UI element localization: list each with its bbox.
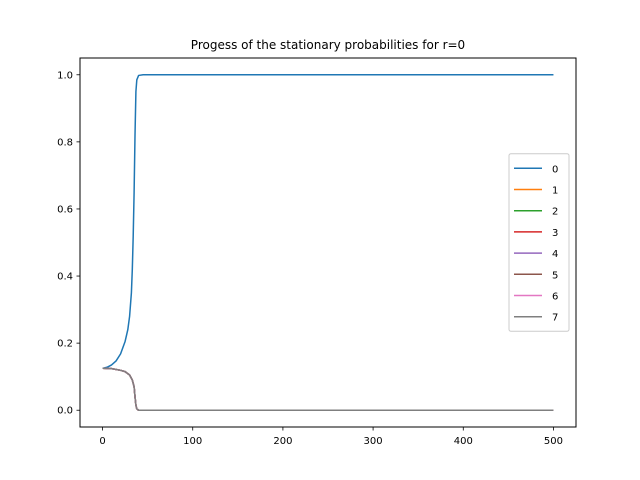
legend-label-5: 5: [552, 270, 558, 281]
y-tick-label: 0.6: [57, 204, 73, 215]
legend-label-4: 4: [552, 249, 558, 260]
x-tick-label: 400: [454, 436, 473, 447]
legend-box: [508, 153, 570, 332]
legend: 0 1 2 3 4 5 6 7: [508, 153, 570, 332]
x-tick-label: 500: [544, 436, 563, 447]
x-tick-label: 200: [273, 436, 292, 447]
legend-label-0: 0: [552, 164, 558, 175]
legend-label-1: 1: [552, 186, 558, 197]
y-axis: 0.0 0.2 0.4 0.6 0.8 1.0: [57, 70, 80, 417]
series-layer: [102, 74, 554, 411]
y-tick-label: 0.4: [57, 272, 73, 283]
x-tick-label: 300: [364, 436, 383, 447]
y-tick-label: 0.8: [57, 137, 73, 148]
y-tick-label: 0.0: [57, 406, 73, 417]
y-tick-label: 1.0: [57, 70, 73, 81]
x-tick-label: 0: [99, 436, 105, 447]
series-line-7: [102, 367, 554, 411]
plot-frame: [79, 57, 577, 428]
y-tick-label: 0.2: [57, 339, 73, 350]
legend-label-3: 3: [552, 228, 558, 239]
legend-label-2: 2: [552, 207, 558, 218]
legend-label-7: 7: [552, 313, 558, 324]
x-axis: 0 100 200 300 400 500: [99, 427, 563, 447]
legend-label-6: 6: [552, 292, 558, 303]
series-line-0: [102, 74, 554, 370]
x-tick-label: 100: [183, 436, 202, 447]
chart-title: Progess of the stationary probabilities …: [191, 38, 465, 52]
